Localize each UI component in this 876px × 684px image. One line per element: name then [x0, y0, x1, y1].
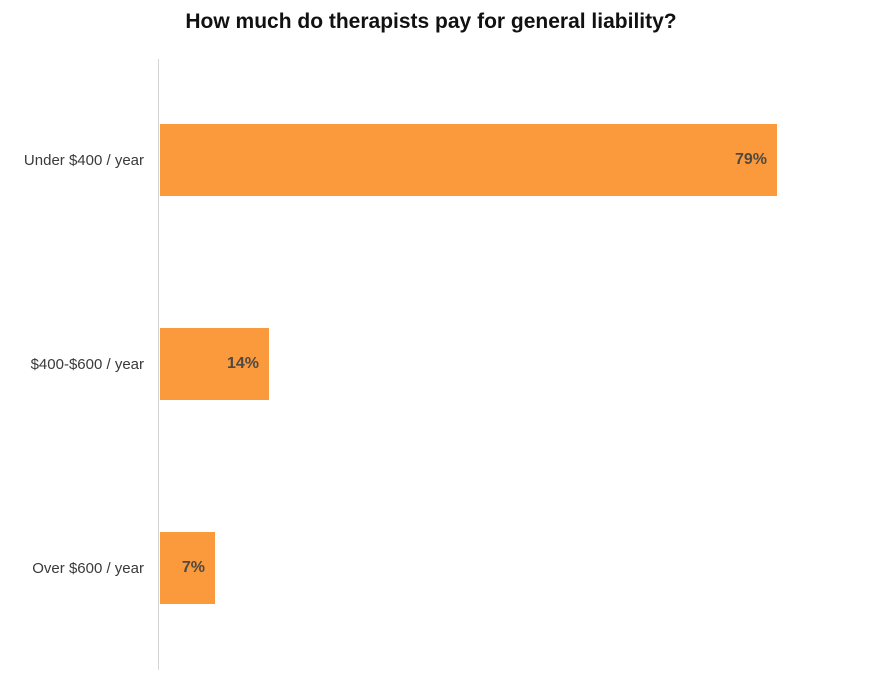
- category-label: Over $600 / year: [32, 559, 144, 577]
- bar: 14%: [160, 328, 269, 400]
- bar: 79%: [160, 124, 777, 196]
- bar-value-label: 79%: [734, 151, 767, 168]
- bar-value-label: 14%: [226, 355, 259, 372]
- chart-title: How much do therapists pay for general l…: [185, 10, 677, 33]
- category-label: Under $400 / year: [23, 151, 144, 169]
- bar-value-label: 7%: [181, 559, 205, 576]
- bar: 7%: [160, 532, 215, 604]
- category-label: $400-$600 / year: [30, 355, 144, 373]
- y-axis-line: [158, 59, 159, 670]
